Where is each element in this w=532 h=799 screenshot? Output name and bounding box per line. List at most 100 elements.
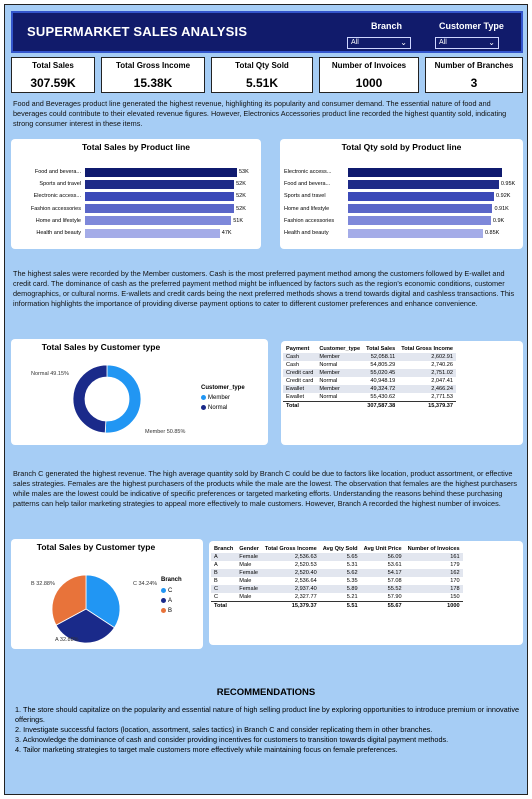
table-cell: 2,047.41 (431, 378, 454, 384)
table-header-cell: Number of Invoices (407, 546, 460, 552)
bar-category-label: Sports and travel (39, 181, 81, 188)
table-cell: 15,379.37 (398, 401, 457, 410)
table-cell: Female (236, 585, 262, 593)
recommendation-item: 4. Tailor marketing strategies to target… (15, 745, 398, 754)
table-row: B Male 2,536.64 5.35 57.08 170 (211, 577, 463, 585)
sales-by-customer-type-card: Total Sales by Customer type Member 50.8… (11, 339, 268, 445)
bar (348, 216, 491, 226)
bar-category-label: Food and bevera... (284, 181, 331, 188)
table-cell: 40,948.19 (370, 378, 396, 384)
table-cell: Normal (319, 362, 338, 368)
table-cell: 5.51 (319, 601, 361, 610)
pie-slice-label: Member 50.85% (145, 429, 185, 435)
legend-item-c: C (161, 588, 172, 594)
table-cell: 2,466.24 (398, 385, 457, 393)
sales-by-branch-card: Total Sales by Customer type C 34.24% A 3… (11, 539, 203, 649)
kpi-label: Total Gross Income (115, 61, 191, 70)
table-cell: 15,379.37 (261, 601, 320, 610)
customer-type-filter-value: All (439, 39, 447, 46)
insight-paragraph-branch-gender: Branch C generated the highest revenue. … (13, 469, 518, 508)
header-bar: SUPERMARKET SALES ANALYSIS Branch All ⌄ … (11, 11, 523, 53)
table-cell: 53.61 (387, 562, 402, 568)
table-header-cell: Total Gross Income (401, 346, 454, 352)
branch-filter-select[interactable]: All ⌄ (347, 37, 411, 49)
table-cell: 161 (404, 553, 463, 561)
table-cell: 179 (450, 562, 460, 568)
recommendation-item: 3. Acknowledge the dominance of cash and… (15, 735, 449, 744)
table-cell: Normal (319, 394, 338, 400)
table-cell: Male (239, 578, 252, 584)
table-cell: 2,520.53 (294, 562, 317, 568)
table-row: Cash Normal 54,805.29 2,740.26 (283, 361, 456, 369)
kpi-value: 1000 (355, 76, 383, 90)
table-cell: B (211, 569, 237, 577)
table-header-cell: Avg Unit Price (363, 546, 402, 552)
table-cell: Total (283, 401, 317, 410)
payment-customer-table: Payment Customer_type Total Sales Total Gro… (283, 345, 457, 410)
bar (348, 179, 499, 189)
table-cell: B (214, 578, 218, 584)
table-cell: Male (239, 594, 252, 600)
legend-item-normal: Normal (201, 405, 227, 411)
bar (348, 228, 483, 238)
table-cell: 307,587.38 (363, 401, 399, 410)
qty-by-product-line-card: Total Qty sold by Product line Electroni… (280, 139, 523, 249)
table-row: Credit card Member 55,020.45 2,751.02 (283, 369, 457, 377)
branch-filter-label: Branch (371, 21, 403, 31)
table-cell (316, 401, 364, 410)
table-cell: Member (316, 353, 364, 361)
kpi-value: 307.59K (30, 76, 76, 90)
kpi-label: Number of Branches (434, 61, 514, 70)
bar-value-label: 52K (236, 181, 246, 188)
pie-slice-label: A 32.88% (55, 637, 79, 643)
kpi-label: Number of Invoices (331, 61, 407, 70)
table-cell: 150 (450, 594, 460, 600)
table-cell: 54.17 (360, 569, 405, 577)
table-header-cell: Gender (239, 546, 259, 552)
bar-category-label: Health and beauty (36, 230, 81, 236)
pie-slice-label: B 32.88% (31, 581, 55, 587)
bar-category-label: Food and bevera... (34, 169, 81, 175)
customer-type-donut-chart: Member 50.85% Normal 49.15% (31, 364, 185, 435)
table-cell: 5.89 (319, 585, 361, 593)
bar (85, 191, 235, 201)
table-cell: Female (236, 553, 262, 561)
legend-item-member: Member (201, 395, 230, 401)
table-cell: 2,602.91 (398, 353, 457, 361)
table-cell: 2,740.26 (431, 362, 454, 368)
table-cell: 2,771.53 (431, 394, 454, 400)
bar (85, 167, 237, 177)
bar (348, 191, 495, 201)
bar-category-label: Electronic access... (33, 193, 81, 200)
table-row: Credit card Normal 40,948.19 2,047.41 (283, 377, 456, 385)
table-cell: 5.65 (319, 553, 361, 561)
bar-category-label: Fashion accessories (284, 217, 335, 224)
recommendation-item: 2. Investigate successful factors (locat… (15, 725, 433, 734)
table-cell: 56.09 (360, 553, 405, 561)
table-cell: 55,020.45 (363, 369, 399, 377)
bar (85, 204, 235, 214)
chevron-down-icon: ⌄ (488, 38, 495, 47)
bar-category-label: Home and lifestyle (284, 205, 330, 212)
bar-category-label: Fashion accessories (30, 205, 81, 212)
table-cell: 57.90 (387, 594, 402, 600)
table-header-row: Payment Customer_type Total Sales Total Gro… (283, 345, 456, 353)
kpi-total-qty-sold: Total Qty Sold 5.51K (211, 57, 313, 93)
customer-type-filter-label: Customer Type (439, 21, 504, 31)
pie-slice-b (51, 574, 87, 626)
bar-category-label: Home and lifestyle (35, 217, 81, 224)
table-row: C Male 2,327.77 5.21 57.90 150 (211, 593, 463, 602)
bar-value-label: 51K (233, 217, 244, 224)
table-cell: A (214, 562, 218, 568)
customer-type-filter-select[interactable]: All ⌄ (435, 37, 499, 49)
bar (348, 204, 493, 214)
table-cell: 49,324.72 (363, 385, 399, 393)
table-cell: 54,805.29 (370, 362, 396, 368)
legend-title: Branch (161, 577, 182, 583)
branch-filter-value: All (351, 39, 359, 46)
table-cell: Male (239, 562, 252, 568)
table-cell: 1000 (404, 601, 463, 610)
table-cell: 2,751.02 (398, 369, 457, 377)
table-cell: 2,937.40 (261, 585, 320, 593)
table-total-row: Total 307,587.38 15,379.37 (283, 401, 457, 410)
